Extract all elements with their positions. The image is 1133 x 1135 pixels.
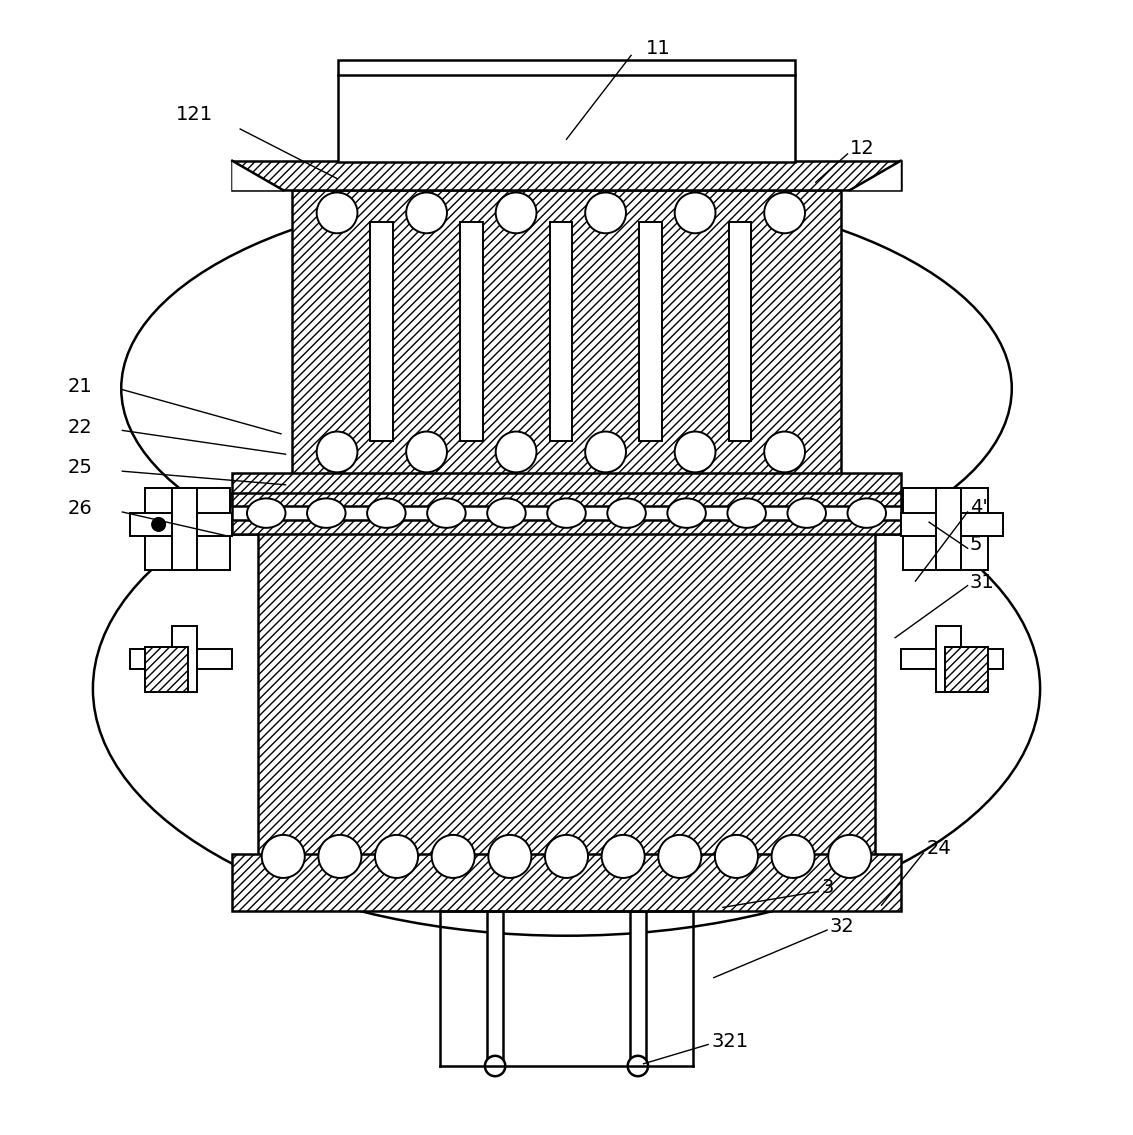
Bar [130, 513, 232, 536]
Text: 5: 5 [970, 536, 982, 554]
Bar [232, 855, 901, 910]
Bar [901, 649, 1003, 670]
Bar [292, 191, 841, 477]
Circle shape [152, 518, 165, 531]
Circle shape [545, 835, 588, 878]
Circle shape [628, 1056, 648, 1076]
Circle shape [406, 193, 446, 234]
Bar [903, 488, 988, 570]
Ellipse shape [607, 498, 646, 528]
Text: 4': 4' [970, 498, 988, 516]
Ellipse shape [367, 498, 406, 528]
Text: 25: 25 [68, 459, 93, 478]
Text: 24: 24 [927, 839, 952, 858]
Bar [639, 222, 662, 440]
Circle shape [317, 193, 358, 234]
Bar [145, 647, 188, 692]
Text: 121: 121 [176, 104, 213, 124]
Bar [232, 161, 901, 191]
Ellipse shape [787, 498, 826, 528]
Ellipse shape [307, 498, 346, 528]
Ellipse shape [247, 498, 286, 528]
Circle shape [828, 835, 871, 878]
Text: 11: 11 [646, 39, 671, 58]
Circle shape [317, 431, 358, 472]
Bar [130, 649, 232, 670]
Circle shape [496, 193, 537, 234]
Circle shape [406, 431, 446, 472]
Bar [901, 513, 1003, 536]
Text: 31: 31 [970, 573, 995, 591]
Bar [550, 222, 572, 440]
Bar [232, 493, 901, 506]
Bar [145, 488, 230, 570]
Circle shape [585, 193, 627, 234]
Bar [172, 488, 197, 570]
Text: 22: 22 [68, 418, 93, 437]
Bar [172, 627, 197, 692]
Circle shape [485, 1056, 505, 1076]
Ellipse shape [667, 498, 706, 528]
Circle shape [488, 835, 531, 878]
Ellipse shape [727, 498, 766, 528]
Text: 26: 26 [68, 499, 93, 518]
Circle shape [674, 431, 716, 472]
Circle shape [262, 835, 305, 878]
Circle shape [375, 835, 418, 878]
Ellipse shape [93, 442, 1040, 935]
Text: 3: 3 [821, 877, 834, 897]
Bar [729, 222, 751, 440]
Circle shape [658, 835, 701, 878]
Bar [936, 627, 961, 692]
Bar [258, 530, 875, 857]
Text: 21: 21 [68, 377, 93, 396]
Circle shape [772, 835, 815, 878]
Bar [460, 222, 483, 440]
Circle shape [764, 193, 804, 234]
Bar [232, 493, 901, 533]
Bar [232, 473, 901, 494]
Circle shape [602, 835, 645, 878]
Bar [338, 60, 795, 162]
Bar [370, 222, 393, 440]
Circle shape [585, 431, 627, 472]
Bar [630, 910, 646, 1066]
Circle shape [432, 835, 475, 878]
Polygon shape [232, 161, 283, 191]
Ellipse shape [847, 498, 886, 528]
Ellipse shape [547, 498, 586, 528]
Circle shape [496, 431, 537, 472]
Circle shape [318, 835, 361, 878]
Text: 12: 12 [850, 138, 875, 158]
Ellipse shape [121, 187, 1012, 590]
Bar [232, 520, 901, 533]
Text: 32: 32 [829, 917, 854, 936]
Text: 321: 321 [712, 1032, 749, 1051]
Bar [487, 910, 503, 1066]
Polygon shape [850, 161, 901, 191]
Circle shape [764, 431, 804, 472]
Circle shape [715, 835, 758, 878]
Ellipse shape [427, 498, 466, 528]
Ellipse shape [487, 498, 526, 528]
Circle shape [674, 193, 716, 234]
Bar [936, 488, 961, 570]
Bar [945, 647, 988, 692]
